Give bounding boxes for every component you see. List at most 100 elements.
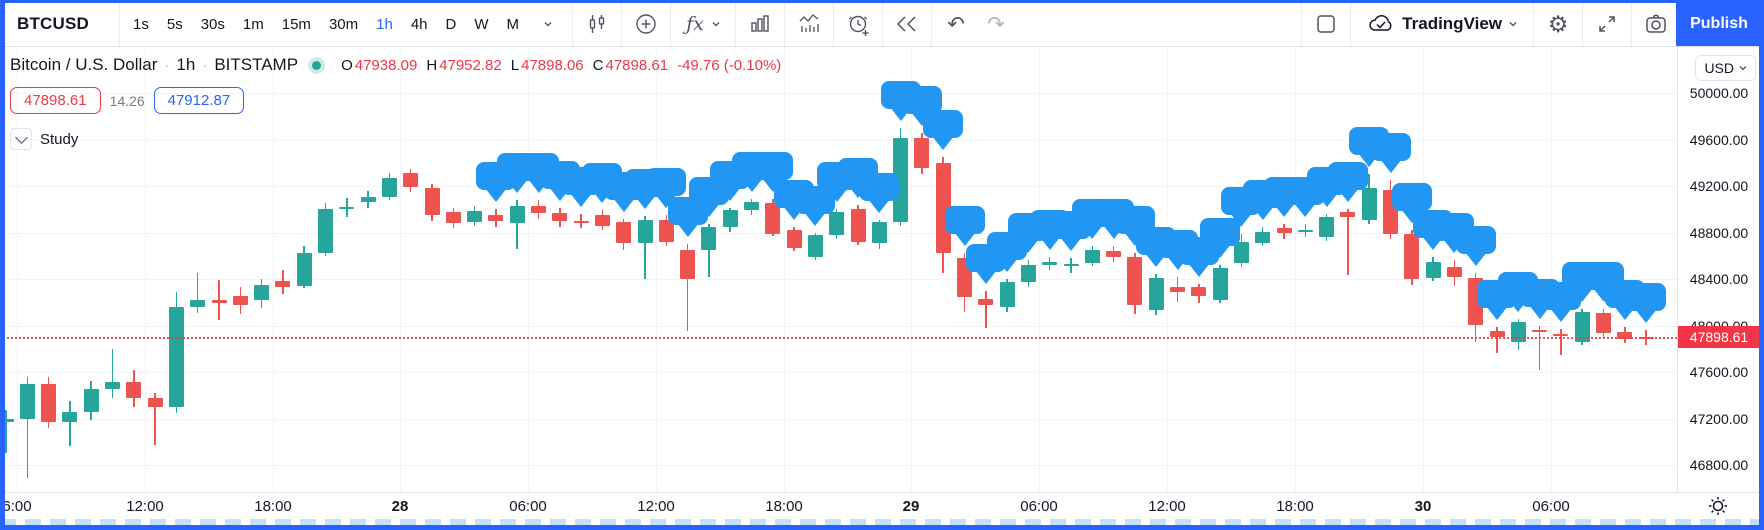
study-label-down-marker [1370,133,1411,175]
interval-D[interactable]: D [445,15,457,33]
buy-price-button[interactable]: 47912.87 [153,87,245,114]
candle-body [999,282,1015,307]
interval-W[interactable]: W [474,15,489,33]
candle-body [552,212,568,221]
study-label-down-marker [1327,162,1368,204]
candle-body [1596,312,1611,334]
candle-body [1361,187,1377,220]
candle-body [1553,333,1569,336]
ohlc-l: L 47898.06 [510,56,584,74]
snapshot-camera-icon[interactable] [1636,5,1676,43]
time-axis[interactable]: 6:00 12:00 18:00 28 06:00 12:00 18:00 29 06:00 12… [0,492,1759,519]
divider [735,2,737,46]
fullscreen-icon[interactable] [1587,5,1627,43]
indicators-button[interactable]: ƒx [675,5,731,43]
forecast-tools-icon[interactable] [789,5,829,43]
h-gridline [0,465,1677,466]
spread-value: 14.26 [109,92,145,109]
marker-pointer [1486,305,1508,320]
interval-1h[interactable]: 1h [376,15,393,33]
candle-wick [644,216,646,279]
candle-body [381,177,397,198]
v-gridline [911,46,912,492]
legend-exchange: BITSTAMP [214,55,299,74]
divider [784,2,786,46]
legend-interval: 1h [176,55,196,74]
candle-body [637,219,653,243]
marker-square [923,109,964,138]
candle-body [658,219,674,242]
marker-pointer [1017,239,1040,254]
interval-1m[interactable]: 1m [242,15,264,33]
redo-icon[interactable]: ↷ [987,12,1005,36]
cloud-save-menu[interactable]: TradingView [1355,14,1529,34]
chevron-down-icon [1509,22,1517,27]
candle-body [83,389,99,412]
interval-5s[interactable]: 5s [166,15,183,33]
price-axis-label: 48800.00 [1689,224,1749,241]
marker-pointer [1209,244,1232,259]
marker-pointer [1038,235,1061,250]
compare-add-symbol-icon[interactable] [626,5,666,43]
market-status-dot[interactable] [312,60,322,70]
chart-type-candles-icon[interactable] [577,5,617,43]
price-axis-label: 47600.00 [1689,364,1749,380]
marker-square [901,85,942,114]
marker-pointer [1315,192,1338,207]
chart-settings-gear-icon[interactable]: ⚙ [1547,10,1569,37]
indicator-templates-icon[interactable] [740,5,780,43]
marker-pointer [719,187,742,202]
v-gridline [1039,46,1040,492]
create-alert-icon[interactable] [838,5,878,43]
legend-symbol-title[interactable]: Bitcoin / U.S. Dollar [10,55,158,74]
symbol-search-button[interactable]: BTCUSD [17,14,90,33]
h-gridline [0,372,1677,373]
sell-price-button[interactable]: 47898.61 [10,87,101,114]
divider [1533,2,1534,46]
divider [1350,2,1352,46]
candle-body [1617,332,1633,340]
interval-1s[interactable]: 1s [133,15,149,33]
time-axis-label: 06:00 [509,498,547,515]
candle-wick [580,213,582,228]
interval-30m[interactable]: 30m [328,15,359,33]
interval-M[interactable]: M [506,15,520,33]
candle-wick [154,392,156,446]
candle-body [765,203,781,234]
divider [119,2,121,46]
interval-menu-chevron-icon[interactable] [528,5,568,43]
candle-body [1532,330,1548,333]
candle-body [1106,251,1122,257]
price-axis-label: 49600.00 [1689,131,1749,148]
marker-pointer [1336,188,1359,203]
interval-4h[interactable]: 4h [410,15,428,33]
candle-body [722,209,738,227]
study-name[interactable]: Study [40,130,79,148]
price-axis[interactable]: USD 50000.00 49600.00 49200.00 48800.00 4840… [1677,46,1760,492]
layout-select-icon[interactable] [1306,5,1346,43]
marker-pointer [1187,262,1210,277]
candle-body [1404,233,1420,279]
marker-square [1455,226,1496,255]
v-gridline [1423,46,1424,492]
marker-pointer [740,177,763,192]
interval-30s[interactable]: 30s [200,15,225,33]
candle-wick [1347,209,1349,275]
study-collapse-chevron[interactable] [10,128,32,150]
interval-15m[interactable]: 15m [281,15,311,33]
candle-wick [111,348,114,398]
candle-wick [218,280,220,320]
current-price-line [0,337,1677,340]
publish-button[interactable]: Publish [1676,2,1762,46]
marker-square [1626,283,1667,312]
bar-replay-icon[interactable] [887,5,927,43]
marker-pointer [1251,205,1274,220]
marker-pointer [932,135,955,150]
candle-body [616,222,632,243]
candle-body [275,281,291,288]
undo-icon[interactable]: ↶ [947,12,965,36]
currency-unit-button[interactable]: USD [1695,55,1756,81]
